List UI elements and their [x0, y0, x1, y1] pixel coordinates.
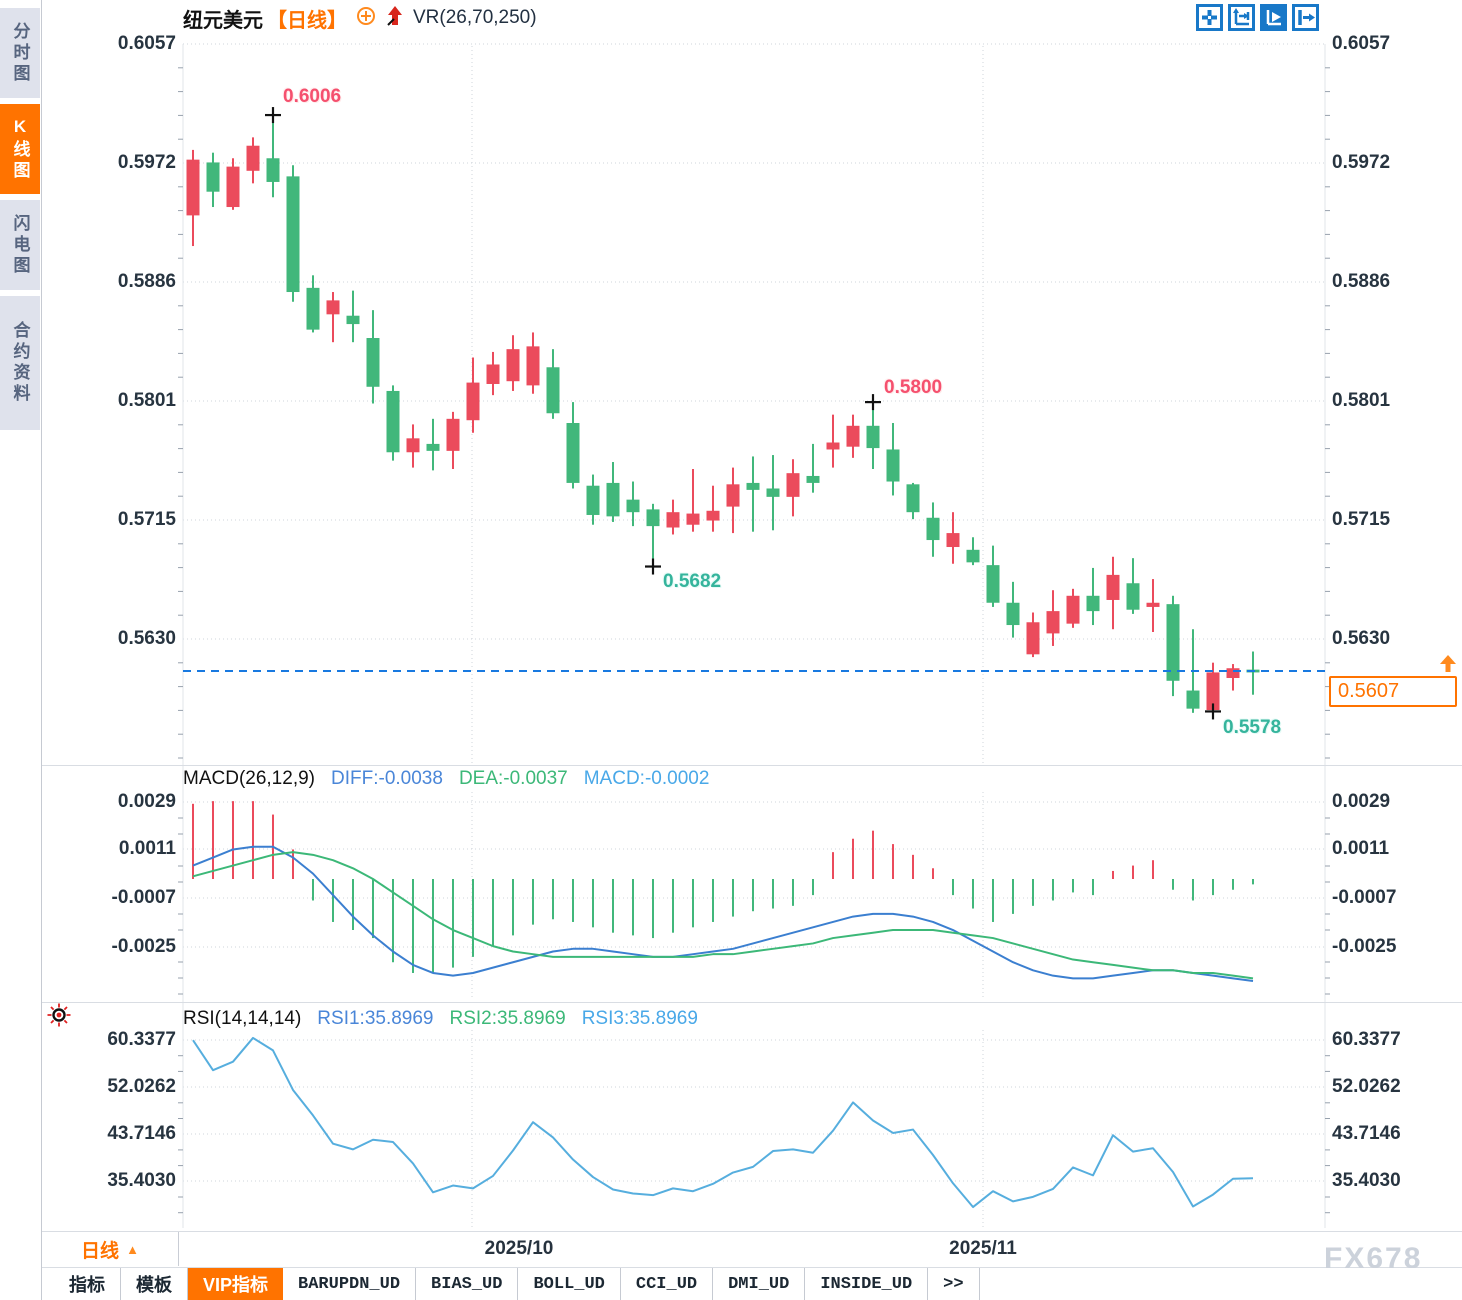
x-axis-date: 2025/11 [949, 1238, 1017, 1259]
macd-axis-label: -0.0007 [111, 887, 176, 908]
rsi-axis-label: 60.3377 [1332, 1029, 1401, 1050]
left-sidebar: 分时图 K线图 闪电图 合约资料 [0, 0, 42, 1300]
y-axis-label: 0.5630 [1332, 628, 1391, 649]
panel-divider [42, 1002, 1462, 1003]
price-up-arrow-icon [1437, 652, 1459, 679]
macd-axis-label: -0.0025 [1332, 936, 1397, 957]
rsi-axis-label: 60.3377 [107, 1029, 176, 1050]
annotation-swing-high: 0.5800 [884, 377, 943, 398]
rsi-axis-label: 52.0262 [107, 1076, 176, 1097]
y-axis-label: 0.5801 [117, 390, 176, 411]
tab-dmi-ud[interactable]: DMI_UD [713, 1268, 806, 1300]
tab-bias-ud[interactable]: BIAS_UD [416, 1268, 519, 1300]
macd-axis-label: -0.0007 [1332, 887, 1397, 908]
panel-divider [42, 1231, 1462, 1232]
y-axis-label: 0.6057 [117, 33, 176, 54]
go-latest-icon[interactable] [1292, 4, 1319, 31]
sidebar-item-lightning[interactable]: 闪电图 [0, 200, 40, 290]
rsi2-value: RSI2:35.8969 [449, 1008, 566, 1029]
rsi3-value: RSI3:35.8969 [581, 1008, 698, 1029]
rsi1-value: RSI1:35.8969 [317, 1008, 434, 1029]
rsi-axis-label: 43.7146 [107, 1123, 176, 1144]
macd-axis-label: 0.0011 [1332, 838, 1390, 859]
auto-scale-icon[interactable] [1260, 4, 1287, 31]
x-axis-date: 2025/10 [484, 1238, 554, 1259]
panel-divider [42, 765, 1462, 766]
annotation-low: 0.5682 [663, 571, 722, 592]
annotation-high: 0.6006 [283, 86, 342, 107]
sidebar-item-kline[interactable]: K线图 [0, 104, 40, 194]
macd-title: MACD(26,12,9) [183, 768, 315, 789]
tab-boll-ud[interactable]: BOLL_UD [518, 1268, 621, 1300]
macd-axis-label: -0.0025 [111, 936, 176, 957]
rsi-axis-label: 35.4030 [107, 1170, 176, 1191]
y-axis-label: 0.5972 [117, 152, 176, 173]
indicator-tab-bar: 指标 模板 VIP指标 BARUPDN_UD BIAS_UD BOLL_UD C… [42, 1268, 1462, 1300]
panel-divider [42, 1267, 1462, 1268]
tab-indicators[interactable]: 指标 [54, 1268, 121, 1300]
y-axis-label: 0.5630 [117, 628, 176, 649]
y-axis-label: 0.5972 [1332, 152, 1391, 173]
y-axis-label: 0.5886 [1332, 271, 1391, 292]
macd-dea-value: DEA:-0.0037 [458, 768, 568, 789]
up-arrow-icon[interactable] [385, 4, 405, 33]
y-axis-label: 0.6057 [1332, 33, 1391, 54]
chart-toolbar [1196, 4, 1319, 31]
sidebar-item-contract-info[interactable]: 合约资料 [0, 296, 40, 430]
vr-indicator-label: VR(26,70,250) [413, 7, 537, 28]
chevron-up-icon: ▲ [126, 1241, 139, 1257]
y-axis-label: 0.5801 [1332, 390, 1391, 411]
current-price-tag: 0.5607 [1329, 676, 1457, 707]
current-price-value: 0.5607 [1338, 680, 1400, 702]
tab-barupdn-ud[interactable]: BARUPDN_UD [283, 1268, 417, 1300]
annotation-recent-low: 0.5578 [1223, 717, 1282, 738]
crosshair-icon[interactable] [1196, 4, 1223, 31]
symbol-title: 纽元美元 [183, 9, 263, 32]
axis-scale-icon[interactable] [1228, 4, 1255, 31]
macd-axis-label: 0.0011 [118, 838, 176, 859]
macd-axis-label: 0.0029 [1332, 791, 1391, 812]
macd-macd-value: MACD:-0.0002 [583, 768, 710, 789]
add-indicator-icon[interactable] [355, 5, 377, 32]
macd-diff-value: DIFF:-0.0038 [331, 768, 443, 789]
tab-templates[interactable]: 模板 [121, 1268, 188, 1300]
macd-header: MACD(26,12,9) DIFF:-0.0038 DEA:-0.0037 M… [183, 767, 709, 791]
sidebar-item-timeshare[interactable]: 分时图 [0, 8, 40, 98]
y-axis-label: 0.5715 [1332, 509, 1391, 530]
rsi-axis-label: 52.0262 [1332, 1076, 1401, 1097]
macd-axis-label: 0.0029 [117, 791, 176, 812]
tab-inside-ud[interactable]: INSIDE_UD [805, 1268, 929, 1300]
period-selector[interactable]: 日线 ▲ [42, 1232, 179, 1266]
rsi-axis-label: 35.4030 [1332, 1170, 1401, 1191]
y-axis-label: 0.5886 [117, 271, 176, 292]
live-indicator-icon [46, 1002, 72, 1033]
tab-more[interactable]: >> [928, 1268, 980, 1300]
period-tag: 【日线】 [267, 9, 347, 32]
rsi-title: RSI(14,14,14) [183, 1008, 302, 1029]
period-selector-label: 日线 [81, 1240, 120, 1262]
y-axis-label: 0.5715 [117, 509, 176, 530]
rsi-header: RSI(14,14,14) RSI1:35.8969 RSI2:35.8969 … [183, 1007, 698, 1031]
chart-header: 纽元美元 【日线】 VR(26,70,250) [183, 4, 537, 33]
rsi-axis-label: 43.7146 [1332, 1123, 1401, 1144]
tab-vip-indicators[interactable]: VIP指标 [188, 1268, 284, 1300]
tab-cci-ud[interactable]: CCI_UD [621, 1268, 714, 1300]
